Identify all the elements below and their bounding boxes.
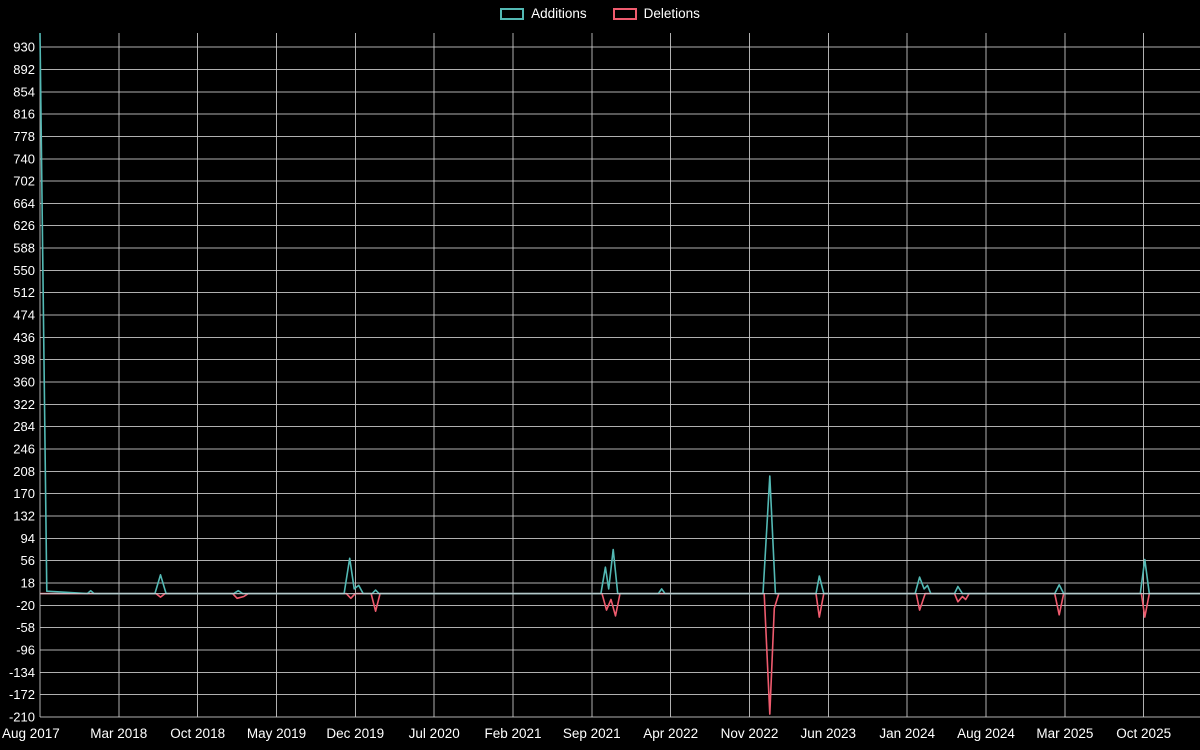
legend-label-additions: Additions <box>531 6 587 21</box>
x-tick-label: Jan 2024 <box>879 726 935 741</box>
y-tick-label: 94 <box>21 531 35 546</box>
y-tick-label: 892 <box>13 62 35 77</box>
y-tick-label: -172 <box>9 687 35 702</box>
x-tick-label: Dec 2019 <box>326 726 384 741</box>
x-tick-label: Apr 2022 <box>643 726 698 741</box>
legend-item-additions[interactable]: Additions <box>500 7 587 21</box>
y-tick-label: 664 <box>13 196 35 211</box>
y-tick-label: -210 <box>9 710 35 725</box>
series-line-deletions <box>40 592 1200 715</box>
y-tick-label: 854 <box>13 84 35 99</box>
legend-item-deletions[interactable]: Deletions <box>612 6 700 21</box>
y-tick-label: 436 <box>13 330 35 345</box>
y-tick-label: -20 <box>16 598 35 613</box>
y-tick-label: 56 <box>21 553 35 568</box>
x-tick-label: Oct 2025 <box>1116 726 1171 741</box>
additions-swatch-icon <box>500 7 525 20</box>
y-tick-label: -58 <box>16 620 35 635</box>
x-tick-label: Oct 2018 <box>170 726 225 741</box>
chart-legend: Additions Deletions <box>0 7 1200 21</box>
x-tick-label: Mar 2025 <box>1036 726 1093 741</box>
y-tick-label: 398 <box>13 352 35 367</box>
y-tick-label: -134 <box>9 665 35 680</box>
x-tick-label: Feb 2021 <box>484 726 541 741</box>
y-tick-label: 740 <box>13 151 35 166</box>
y-tick-label: 626 <box>13 218 35 233</box>
y-tick-label: 474 <box>13 308 35 323</box>
y-tick-label: 550 <box>13 263 35 278</box>
y-tick-label: 208 <box>13 464 35 479</box>
y-tick-label: 246 <box>13 442 35 457</box>
y-tick-label: 778 <box>13 129 35 144</box>
y-tick-label: 18 <box>21 576 35 591</box>
x-tick-label: May 2019 <box>247 726 306 741</box>
y-tick-label: 360 <box>13 375 35 390</box>
y-tick-label: 588 <box>13 241 35 256</box>
y-tick-label: 170 <box>13 486 35 501</box>
y-tick-label: -96 <box>16 643 35 658</box>
deletions-swatch-icon <box>612 7 637 20</box>
x-tick-label: Mar 2018 <box>90 726 147 741</box>
y-tick-label: 284 <box>13 419 35 434</box>
y-tick-label: 930 <box>13 40 35 55</box>
x-tick-label: Jul 2020 <box>409 726 460 741</box>
y-tick-label: 816 <box>13 107 35 122</box>
y-tick-label: 322 <box>13 397 35 412</box>
x-tick-label: Aug 2024 <box>957 726 1015 741</box>
series-line-additions <box>39 32 1200 595</box>
x-tick-label: Aug 2017 <box>2 726 60 741</box>
y-tick-label: 512 <box>13 285 35 300</box>
x-tick-label: Nov 2022 <box>721 726 779 741</box>
y-tick-label: 702 <box>13 174 35 189</box>
legend-label-deletions: Deletions <box>643 6 700 21</box>
y-tick-label: 132 <box>13 509 35 524</box>
x-tick-label: Jun 2023 <box>801 726 857 741</box>
x-tick-label: Sep 2021 <box>563 726 621 741</box>
